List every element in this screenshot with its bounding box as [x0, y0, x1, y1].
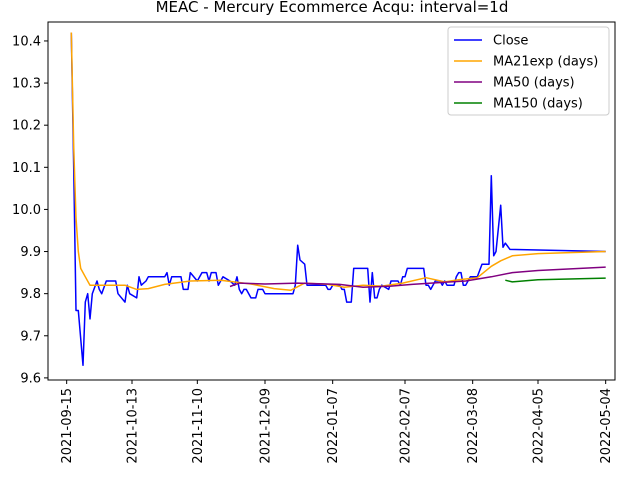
series-line-3 [505, 277, 606, 283]
y-tick-label: 10.3 [12, 77, 41, 92]
y-tick-label: 9.8 [20, 287, 41, 302]
series-line-0 [70, 32, 606, 367]
legend-label: Close [493, 34, 528, 49]
x-tick-label: 2022-01-07 [326, 388, 341, 464]
x-tick-label: 2022-04-05 [532, 388, 547, 464]
series-line-2 [229, 266, 606, 289]
plot-frame [47, 21, 616, 381]
x-tick-label: 2022-02-07 [399, 388, 414, 464]
y-tick-label: 9.7 [20, 329, 41, 344]
legend: Close MA21exp (days) MA50 (days) MA150 (day… [447, 26, 610, 116]
x-tick-label: 2022-03-08 [466, 388, 481, 464]
x-tick-label: 2021-09-15 [60, 388, 75, 464]
y-tick-label: 9.9 [20, 245, 41, 260]
x-tick-label: 2021-10-13 [126, 388, 141, 464]
series-line-1 [70, 32, 606, 292]
y-tick-label: 10.4 [12, 34, 41, 49]
legend-label: MA50 (days) [493, 76, 575, 91]
x-axis: 2021-09-15 2021-10-13 2021-11-10 2021-12-09… [60, 380, 614, 464]
y-tick-label: 9.6 [20, 371, 41, 386]
legend-box [447, 26, 610, 116]
x-tick-label: 2021-11-10 [191, 388, 206, 464]
chart-title: MEAC - Mercury Ecommerce Acqu: interval=… [156, 0, 509, 16]
legend-label: MA21exp (days) [493, 55, 598, 70]
y-tick-label: 10.2 [12, 119, 41, 134]
y-axis: 9.6 9.7 9.8 9.9 10.0 10.1 10.2 10.3 10.4 [12, 34, 48, 386]
legend-label: MA150 (days) [493, 97, 583, 112]
x-tick-label: 2021-12-09 [259, 388, 274, 464]
y-tick-label: 10.0 [12, 203, 41, 218]
y-tick-label: 10.1 [12, 161, 41, 176]
x-tick-label: 2022-05-04 [599, 388, 614, 464]
series-layer [70, 32, 606, 367]
